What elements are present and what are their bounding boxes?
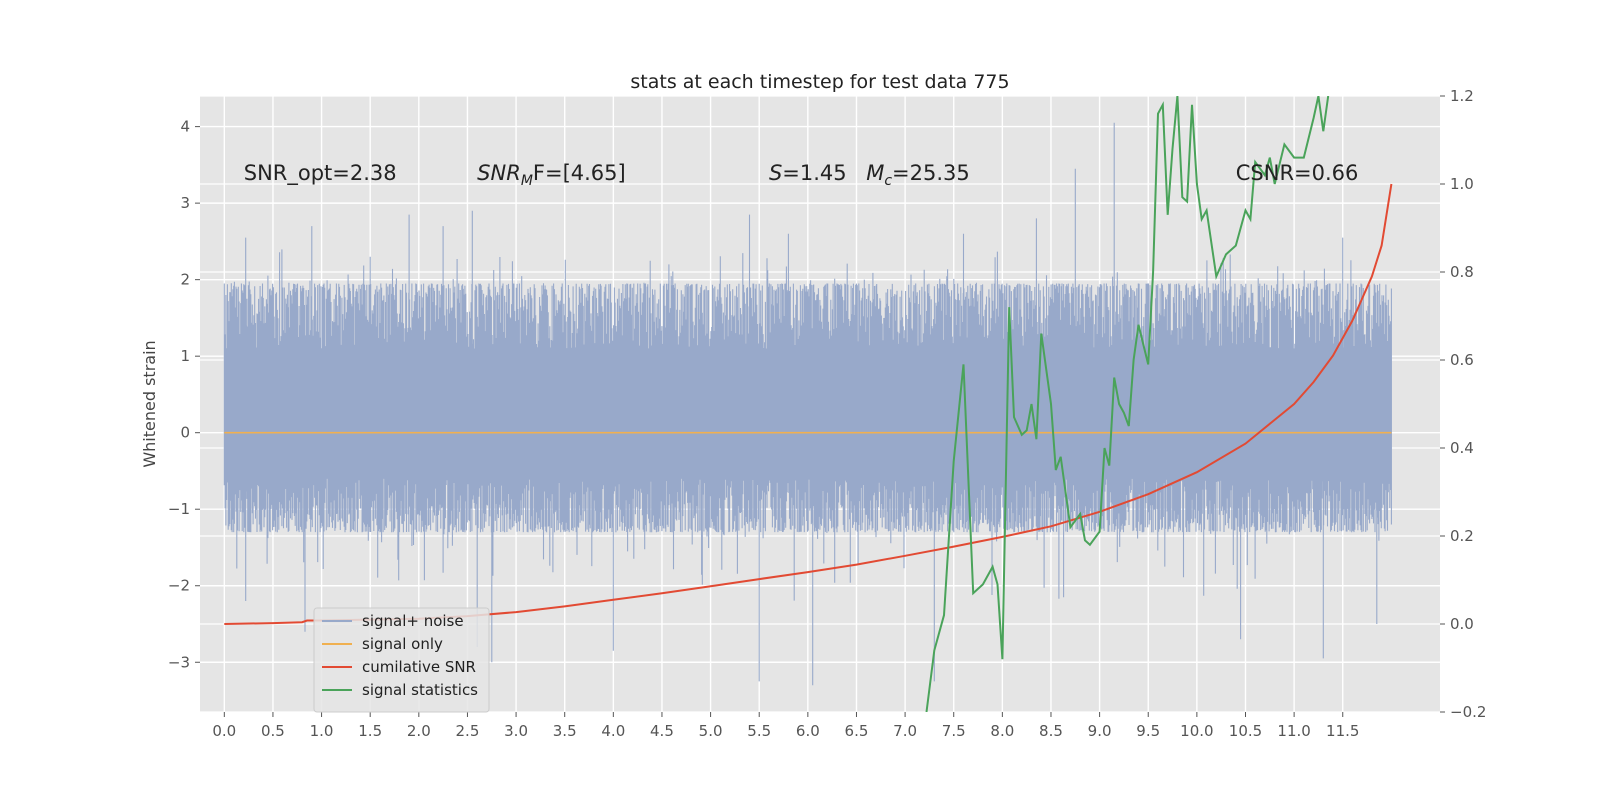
y-axis-title: Whitened strain xyxy=(140,340,159,467)
y2-tick-label-5: 0.8 xyxy=(1450,263,1474,281)
series-signal-statistics xyxy=(925,96,1330,712)
x-tick-label-11: 5.5 xyxy=(747,722,771,740)
x-tick-label-14: 7.0 xyxy=(893,722,917,740)
y-tick-label-0: −3 xyxy=(168,653,190,671)
x-tick-label-6: 3.0 xyxy=(504,722,528,740)
x-tick-label-4: 2.0 xyxy=(407,722,431,740)
y-tick-label-3: 0 xyxy=(180,424,190,442)
x-tick-label-2: 1.0 xyxy=(310,722,334,740)
y2-tick-label-2: 0.2 xyxy=(1450,527,1474,545)
x-tick-label-17: 8.5 xyxy=(1039,722,1063,740)
x-tick-label-12: 6.0 xyxy=(796,722,820,740)
y2-tick-label-0: −0.2 xyxy=(1450,703,1486,721)
series-signal-noise xyxy=(223,122,1392,686)
x-tick-label-18: 9.0 xyxy=(1088,722,1112,740)
y-tick-label-2: −1 xyxy=(168,500,190,518)
x-tick-label-10: 5.0 xyxy=(699,722,723,740)
x-tick-label-8: 4.0 xyxy=(601,722,625,740)
annotation-4: CSNR=0.66 xyxy=(1236,161,1359,185)
legend-label-0: signal+ noise xyxy=(362,612,464,630)
x-tick-label-20: 10.0 xyxy=(1180,722,1213,740)
x-tick-label-3: 1.5 xyxy=(358,722,382,740)
x-tick-label-1: 0.5 xyxy=(261,722,285,740)
x-tick-label-5: 2.5 xyxy=(456,722,480,740)
legend-label-2: cumilative SNR xyxy=(362,658,476,676)
y-tick-label-6: 3 xyxy=(180,194,190,212)
legend-label-1: signal only xyxy=(362,635,443,653)
annotation-2: S=1.45 xyxy=(769,161,847,185)
x-tick-label-0: 0.0 xyxy=(212,722,236,740)
x-tick-label-16: 8.0 xyxy=(990,722,1014,740)
data-layer xyxy=(223,96,1393,712)
y-tick-label-1: −2 xyxy=(168,577,190,595)
legend: signal+ noise signal only cumilative SNR si… xyxy=(313,607,490,713)
y-tick-label-4: 1 xyxy=(180,347,190,365)
y2-tick-label-6: 1.0 xyxy=(1450,175,1474,193)
annotation-1: SNRMF=[4.65] xyxy=(477,161,626,189)
chart-title: stats at each timestep for test data 775 xyxy=(630,71,1009,93)
y2-tick-label-3: 0.4 xyxy=(1450,439,1474,457)
annotation-layer: SNR_opt=2.38 SNRMF=[4.65] S=1.45 Mc=25.35 CS… xyxy=(244,161,1359,189)
y-tick-label-5: 2 xyxy=(180,271,190,289)
y-tick-label-7: 4 xyxy=(180,118,190,136)
legend-box xyxy=(313,607,490,713)
y2-tick-label-7: 1.2 xyxy=(1450,87,1474,105)
x-tick-label-19: 9.5 xyxy=(1136,722,1160,740)
x-tick-label-21: 10.5 xyxy=(1229,722,1262,740)
legend-label-3: signal statistics xyxy=(362,681,478,699)
annotation-3: Mc=25.35 xyxy=(866,161,970,189)
x-tick-label-7: 3.5 xyxy=(553,722,577,740)
x-tick-label-9: 4.5 xyxy=(650,722,674,740)
axis-layer: 0.0 0.5 1.0 1.5 2.0 2.5 3.0 3.5 4.0 4.5 5.0 5.5 6.0 6… xyxy=(168,87,1487,740)
x-tick-label-23: 11.5 xyxy=(1326,722,1359,740)
annotation-0: SNR_opt=2.38 xyxy=(244,161,397,186)
y2-tick-label-4: 0.6 xyxy=(1450,351,1474,369)
x-tick-label-22: 11.0 xyxy=(1277,722,1310,740)
x-tick-label-13: 6.5 xyxy=(845,722,869,740)
x-tick-label-15: 7.5 xyxy=(942,722,966,740)
y2-tick-label-1: 0.0 xyxy=(1450,615,1474,633)
